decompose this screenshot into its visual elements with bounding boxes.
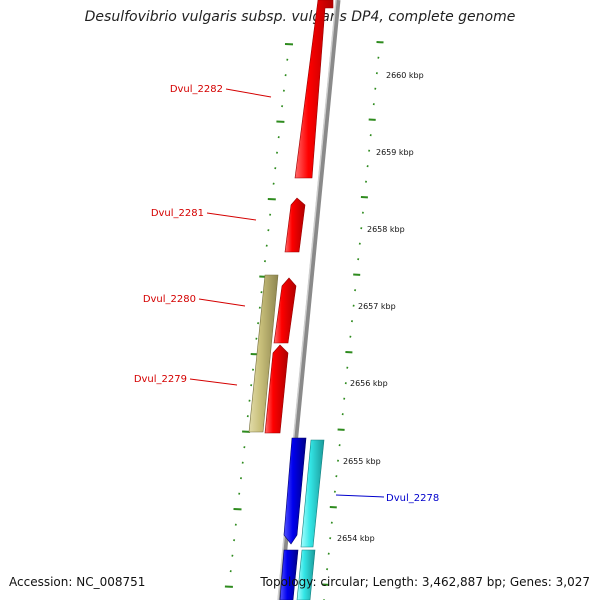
- scale-label-2656: 2656 kbp: [350, 379, 388, 388]
- gene-labels: Dvul_2282 Dvul_2281 Dvul_2280 Dvul_2279 …: [134, 84, 439, 504]
- gene-blue-lower[interactable]: [279, 549, 299, 600]
- gene-label-dvul-2281[interactable]: Dvul_2281: [151, 208, 204, 219]
- scale-label-2655: 2655 kbp: [343, 457, 381, 466]
- gene-dvul-2280[interactable]: [273, 277, 297, 344]
- gene-label-dvul-2278[interactable]: Dvul_2278: [386, 493, 439, 504]
- gene-dvul-2281[interactable]: [284, 197, 306, 253]
- gene-label-dvul-2280[interactable]: Dvul_2280: [143, 294, 196, 305]
- scale-label-2659: 2659 kbp: [376, 148, 414, 157]
- scale-label-2658: 2658 kbp: [367, 225, 405, 234]
- gene-dvul-2282[interactable]: [294, 0, 334, 179]
- gene-dvul-2280-olive[interactable]: [248, 274, 279, 433]
- gene-label-dvul-2279[interactable]: Dvul_2279: [134, 374, 187, 385]
- scale-label-2660: 2660 kbp: [386, 71, 424, 80]
- gene-dvul-2278[interactable]: [300, 439, 325, 548]
- gene-cyan-lower[interactable]: [296, 549, 316, 600]
- gene-dvul-2279[interactable]: [264, 344, 289, 434]
- genes: [248, 0, 334, 600]
- scale-label-2654: 2654 kbp: [337, 534, 375, 543]
- scale-label-2657: 2657 kbp: [358, 302, 396, 311]
- scale-labels: 2660 kbp 2659 kbp 2658 kbp 2657 kbp 2656…: [337, 71, 424, 543]
- gene-blue-upper[interactable]: [283, 437, 307, 545]
- genome-title: Desulfovibrio vulgaris subsp. vulgaris D…: [84, 9, 516, 25]
- right-tick-track: [322, 41, 384, 600]
- topology-label: Topology: circular; Length: 3,462,887 bp…: [260, 575, 590, 589]
- gene-label-dvul-2282[interactable]: Dvul_2282: [170, 84, 223, 95]
- accession-label: Accession: NC_008751: [9, 575, 146, 589]
